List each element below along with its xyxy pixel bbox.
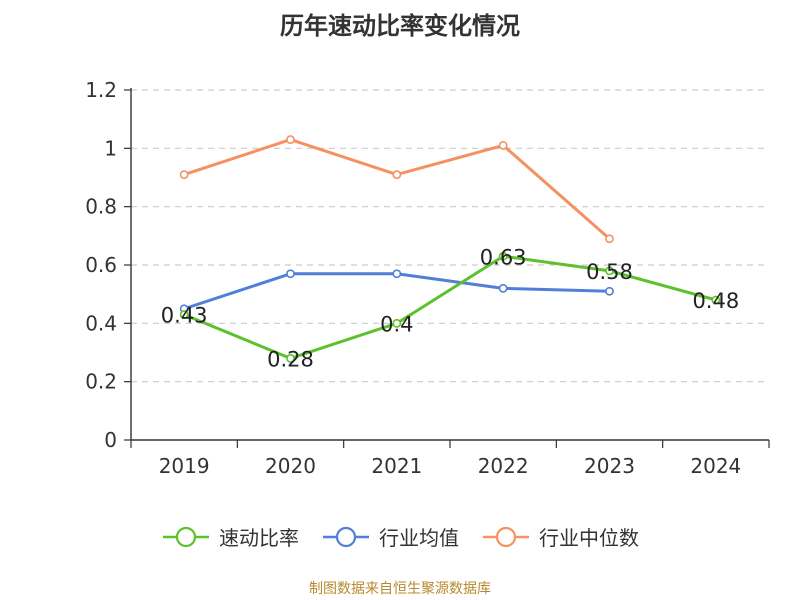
x-tick-label: 2023 bbox=[584, 454, 635, 478]
legend-label: 行业中位数 bbox=[539, 526, 639, 550]
chart-legend: 速动比率 行业均值 行业中位数 bbox=[0, 522, 800, 551]
legend-swatch-icon bbox=[163, 526, 209, 547]
y-tick-label: 0.4 bbox=[85, 311, 117, 335]
data-point bbox=[286, 353, 295, 363]
series-line-industry-median bbox=[183, 138, 611, 240]
x-tick-label: 2019 bbox=[159, 454, 210, 478]
x-tick-label: 2022 bbox=[478, 454, 529, 478]
data-point bbox=[179, 310, 189, 319]
series-line-quick-ratio bbox=[183, 254, 717, 360]
y-tick-label: 0.6 bbox=[85, 253, 117, 277]
legend-label: 速动比率 bbox=[219, 526, 299, 550]
data-label: 0.4 bbox=[380, 312, 413, 336]
data-point bbox=[179, 170, 189, 179]
data-point bbox=[498, 251, 508, 261]
legend-label: 行业均值 bbox=[379, 526, 459, 550]
legend-item[interactable]: 行业均值 bbox=[321, 522, 459, 551]
data-point bbox=[286, 135, 295, 144]
x-tick-label: 2020 bbox=[265, 454, 316, 478]
data-point bbox=[392, 170, 402, 179]
data-label: 0.43 bbox=[161, 304, 208, 328]
series-line-industry-mean bbox=[183, 272, 610, 311]
data-label: 0.48 bbox=[692, 289, 739, 313]
data-label: 0.58 bbox=[586, 260, 633, 284]
data-point bbox=[498, 283, 508, 293]
data-point bbox=[392, 318, 402, 328]
data-point bbox=[286, 269, 295, 279]
data-point bbox=[605, 266, 614, 276]
data-point bbox=[605, 234, 614, 244]
y-tick-label: 0.8 bbox=[85, 195, 117, 219]
data-label: 0.28 bbox=[267, 347, 314, 371]
legend-item[interactable]: 行业中位数 bbox=[481, 522, 639, 551]
data-point bbox=[605, 286, 614, 296]
y-tick-label: 1 bbox=[104, 136, 117, 160]
chart-title: 历年速动比率变化情况 bbox=[280, 12, 520, 40]
data-point bbox=[392, 269, 402, 279]
legend-swatch-icon bbox=[483, 526, 529, 547]
y-tick-label: 0.2 bbox=[85, 370, 117, 394]
data-label: 0.63 bbox=[480, 245, 527, 269]
x-tick-label: 2024 bbox=[690, 454, 741, 478]
legend-item[interactable]: 速动比率 bbox=[161, 522, 299, 551]
source-note: 制图数据来自恒生聚源数据库 bbox=[309, 581, 491, 597]
legend-swatch-icon bbox=[323, 526, 369, 547]
y-tick-label: 1.2 bbox=[85, 78, 117, 102]
data-point bbox=[498, 141, 508, 150]
data-point bbox=[711, 295, 721, 305]
x-tick-label: 2021 bbox=[371, 454, 422, 478]
y-tick-label: 0 bbox=[104, 428, 117, 452]
